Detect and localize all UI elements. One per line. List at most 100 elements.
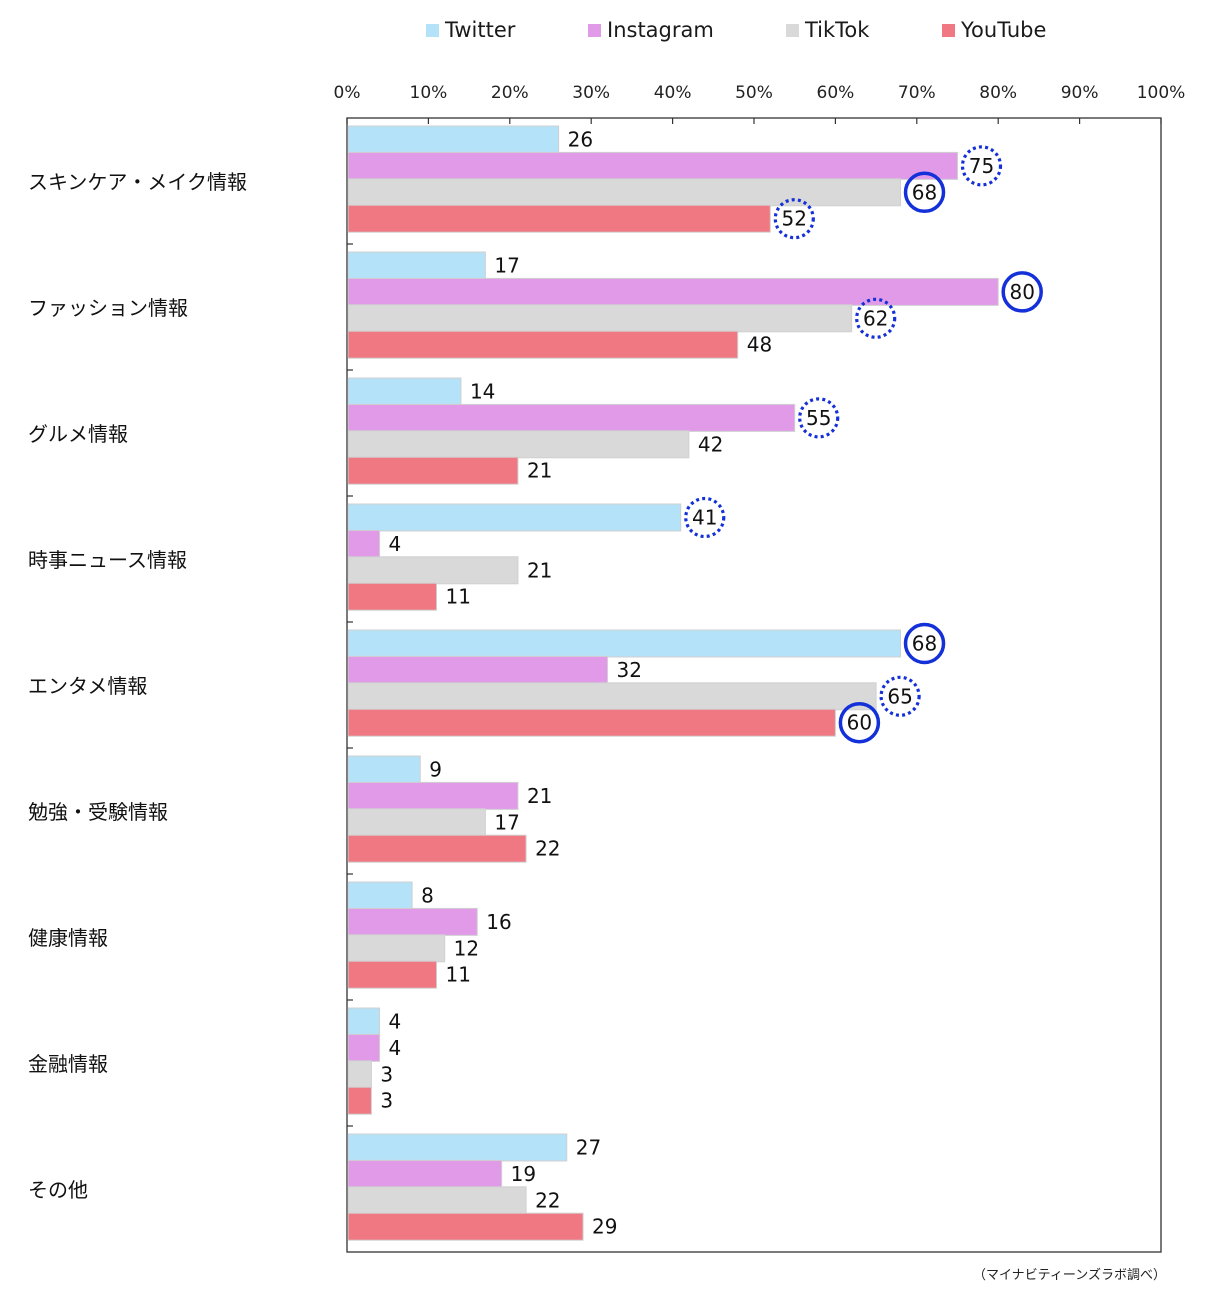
bar-tiktok [347,808,486,837]
highlight-circle [838,701,881,744]
bar-youtube [347,204,771,233]
data-label: 62 [863,306,888,330]
highlight-circle [903,622,946,665]
data-label: 42 [698,432,723,456]
category-label: 勉強・受験情報 [28,800,168,824]
data-label: 52 [782,207,807,231]
data-label: 14 [470,380,495,404]
legend-label-instagram: Instagram [607,18,714,42]
data-label: 3 [380,1089,393,1113]
data-label: 17 [494,254,519,278]
legend-item-tiktok: TikTok [786,18,869,42]
x-tick-label: 50% [735,83,773,103]
x-tick-label: 20% [491,83,529,103]
bar-tiktok [347,682,877,711]
highlight-circle [960,145,1003,187]
source-note: （マイナビティーンズラボ調べ） [972,1268,1166,1283]
bar-twitter [347,377,462,406]
legend-swatch-instagram [588,23,601,37]
data-label: 8 [421,884,434,908]
x-tick-label: 10% [410,83,448,103]
x-tick-label: 70% [898,83,936,103]
legend-item-instagram: Instagram [588,18,714,42]
x-tick-label: 40% [654,83,692,103]
highlight-circle [1001,271,1043,313]
legend-label-tiktok: TikTok [805,18,870,42]
x-tick-label: 30% [572,83,610,103]
data-label: 65 [887,684,912,708]
x-tick-label: 0% [334,83,361,103]
data-label: 26 [568,128,593,152]
data-label: 60 [847,711,872,735]
bar-twitter [347,125,560,154]
bar-twitter [347,755,421,784]
bar-youtube [347,1212,584,1241]
category-label: スキンケア・メイク情報 [28,170,247,194]
data-label: 12 [454,936,479,960]
category-label: その他 [28,1178,88,1202]
data-label: 29 [592,1215,617,1239]
bar-twitter [347,1133,568,1162]
bar-instagram [347,655,608,684]
data-label: 21 [527,784,552,808]
bar-twitter [347,1007,381,1036]
data-label: 22 [535,1188,560,1212]
data-label: 27 [576,1136,601,1160]
data-label: 68 [912,632,937,656]
highlight-circle [879,675,921,717]
data-label: 48 [747,333,772,357]
data-label: 68 [912,180,937,204]
data-label: 80 [1009,280,1034,304]
bar-instagram [347,1033,381,1062]
data-label: 4 [389,532,402,556]
x-tick-label: 100% [1137,83,1186,103]
data-label: 16 [486,910,511,934]
bar-tiktok [347,556,519,585]
legend-swatch-tiktok [786,23,799,37]
legend-label-youtube: YouTube [961,18,1047,42]
bar-youtube [347,834,527,863]
highlight-circle [855,297,897,339]
highlight-circle [684,496,726,539]
category-label: エンタメ情報 [28,674,147,698]
x-tick-label: 60% [817,83,855,103]
legend: Twitter Instagram TikTok YouTube [0,18,1212,48]
data-label: 3 [380,1062,393,1086]
bar-youtube [347,708,836,737]
highlight-circle [903,171,946,214]
bar-youtube [347,330,739,359]
category-label: ファッション情報 [28,296,188,320]
legend-swatch-twitter [426,23,439,37]
bar-instagram [347,529,381,558]
x-tick-label: 90% [1061,83,1099,103]
category-label: 時事ニュース情報 [28,548,187,572]
bar-twitter [347,629,902,658]
data-label: 11 [446,585,471,609]
data-label: 17 [494,810,519,834]
highlight-circle [798,397,840,439]
bar-tiktok [347,934,446,963]
bar-instagram [347,277,999,306]
bar-tiktok [347,1186,527,1215]
highlight-circle [773,198,815,240]
legend-swatch-youtube [942,23,955,37]
bar-youtube [347,1086,372,1115]
data-label: 4 [389,1036,402,1060]
data-label: 9 [429,758,442,782]
bar-tiktok [347,304,853,333]
legend-label-twitter: Twitter [445,18,516,42]
bar-youtube [347,582,438,611]
bar-instagram [347,907,478,936]
bar-tiktok [347,430,690,459]
bar-instagram [347,781,519,810]
data-label: 41 [692,506,717,530]
bar-twitter [347,881,413,910]
data-label: 11 [446,963,471,987]
category-label: グルメ情報 [28,422,128,446]
data-label: 19 [511,1162,536,1186]
bar-twitter [347,503,682,532]
category-label: 金融情報 [28,1052,108,1076]
bar-youtube [347,456,519,485]
x-tick-label: 80% [979,83,1017,103]
